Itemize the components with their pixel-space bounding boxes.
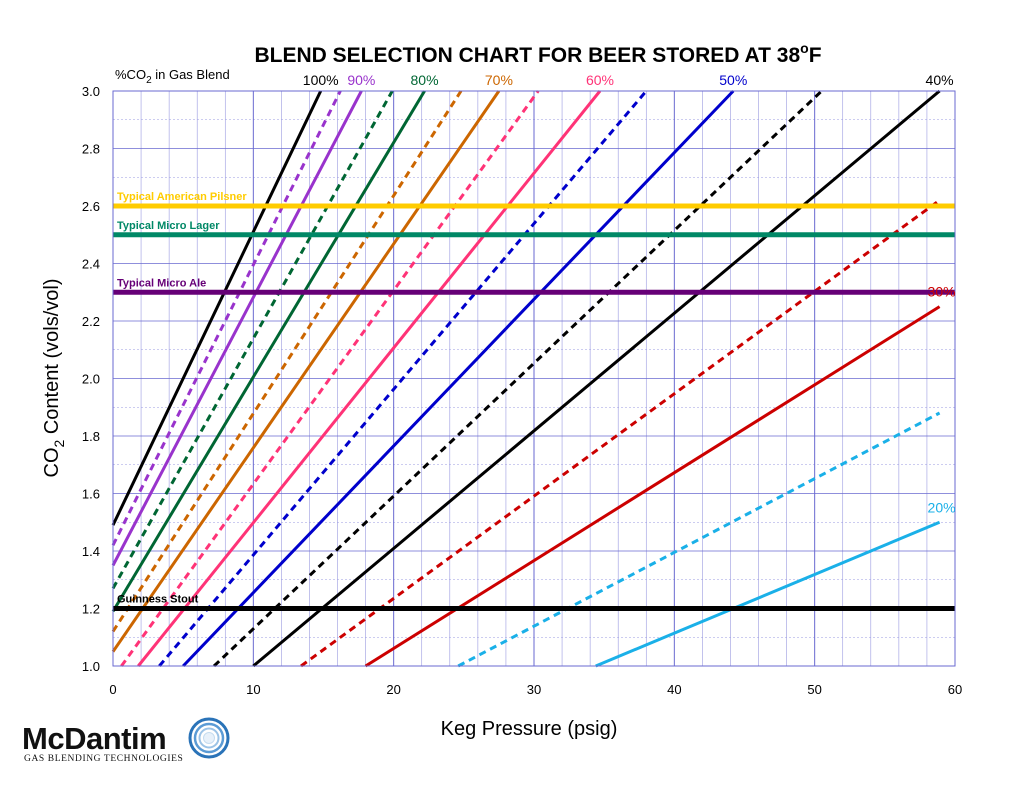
series-line-95pct: [111, 90, 342, 546]
series-label-100pct: 100%: [303, 72, 339, 88]
series-label-20pct: 20%: [928, 499, 956, 515]
y-tick-label: 2.6: [82, 199, 100, 214]
y-tick-label: 1.2: [82, 602, 100, 617]
mcdantim-logo: McDantim GAS BLENDING TECHNOLOGIES: [22, 717, 230, 764]
series-line-70pct: [111, 90, 501, 653]
reference-line-label: Typical American Pilsner: [117, 191, 247, 203]
series-line-45pct: [213, 89, 823, 668]
x-tick-label: 0: [109, 682, 116, 697]
y-tick-labels: 1.0 1.2 1.4 1.6 1.8 2.0 2.2 2.4 2.6 2.8 3.0: [82, 84, 100, 674]
series-line-90pct: [111, 90, 363, 567]
y-tick-label: 2.2: [82, 314, 100, 329]
series-line-25pct: [457, 411, 941, 668]
series-line-85pct: [111, 90, 394, 590]
series-label-60pct: 60%: [586, 72, 614, 88]
y-tick-label: 2.8: [82, 142, 100, 157]
y-tick-label: 1.8: [82, 429, 100, 444]
reference-lines: Typical American Pilsner Typical Micro La…: [113, 191, 955, 611]
series-line-65pct: [120, 90, 540, 667]
x-tick-label: 10: [246, 682, 260, 697]
plot-frame: [112, 90, 956, 667]
series-line-30pct: [364, 305, 941, 668]
y-tick-label: 1.6: [82, 487, 100, 502]
y-tick-label: 1.4: [82, 544, 100, 559]
series-lines: [111, 89, 941, 668]
series-label-40pct: 40%: [926, 72, 954, 88]
series-label-50pct: 50%: [719, 72, 747, 88]
y-axis-label: CO2 Content (vols/vol): [41, 279, 67, 478]
logo-tagline: GAS BLENDING TECHNOLOGIES: [24, 754, 183, 764]
series-label-30pct: 30%: [928, 284, 956, 300]
series-line-50pct: [182, 89, 735, 668]
x-axis-label: Keg Pressure (psig): [441, 718, 618, 740]
series-label-70pct: 70%: [485, 72, 513, 88]
chart-title: BLEND SELECTION CHART FOR BEER STORED AT…: [254, 40, 821, 67]
gas-blend-legend-title: %CO2 in Gas Blend: [115, 67, 230, 86]
x-tick-label: 30: [527, 682, 541, 697]
series-line-55pct: [158, 90, 648, 667]
reference-line-label: Typical Micro Lager: [117, 220, 220, 232]
y-tick-label: 3.0: [82, 84, 100, 99]
x-tick-label: 50: [807, 682, 821, 697]
x-tick-label: 40: [667, 682, 681, 697]
series-label-90pct: 90%: [347, 72, 375, 88]
x-tick-label: 20: [386, 682, 400, 697]
y-tick-label: 2.4: [82, 257, 100, 272]
series-line-100pct: [111, 90, 323, 526]
series-line-20pct: [595, 520, 941, 668]
logo-wordmark: McDantim: [22, 721, 166, 756]
major-grid: [112, 90, 956, 667]
reference-line-label: Guinness Stout: [117, 594, 199, 606]
x-tick-labels: 0 10 20 30 40 50 60: [109, 682, 962, 697]
y-tick-label: 1.0: [82, 659, 100, 674]
series-line-35pct: [300, 199, 941, 668]
x-tick-label: 60: [948, 682, 962, 697]
reference-line-label: Typical Micro Ale: [117, 277, 206, 289]
series-line-80pct: [111, 90, 426, 613]
series-line-40pct: [252, 89, 941, 668]
series-line-75pct: [111, 90, 463, 633]
series-labels: 100% 90% 80% 70% 60% 50% 40% 30% 20%: [303, 72, 956, 515]
y-tick-label: 2.0: [82, 372, 100, 387]
logo-ring-icon: [188, 717, 230, 759]
series-label-80pct: 80%: [411, 72, 439, 88]
series-line-60pct: [137, 90, 602, 667]
